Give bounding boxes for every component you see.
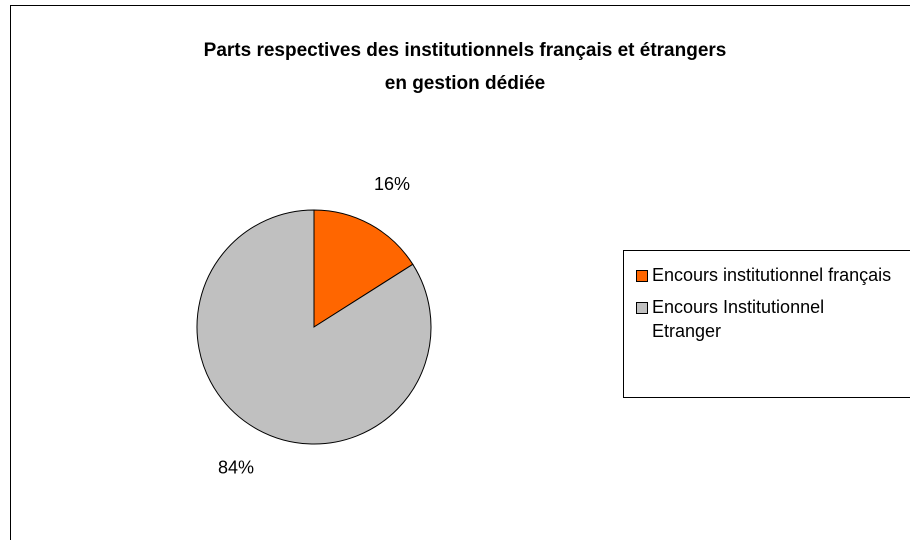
data-label: 84% [218,458,254,478]
chart-title: en gestion dédiée [385,73,545,94]
legend-swatch [636,302,648,314]
legend-entry: Encours Institutionnel Etranger [636,295,896,343]
pie-slice [196,209,432,445]
legend-label: Encours institutionnel français [652,265,892,285]
chart-title: Parts respectives des institutionnels fr… [204,40,727,61]
legend-label: Encours Institutionnel Etranger [652,297,825,341]
data-label: 16% [374,174,410,194]
legend-entry: Encours institutionnel français [636,263,896,287]
legend: Encours institutionnel français Encours I… [623,250,910,398]
legend-swatch [636,270,648,282]
pie-slice [313,209,414,328]
